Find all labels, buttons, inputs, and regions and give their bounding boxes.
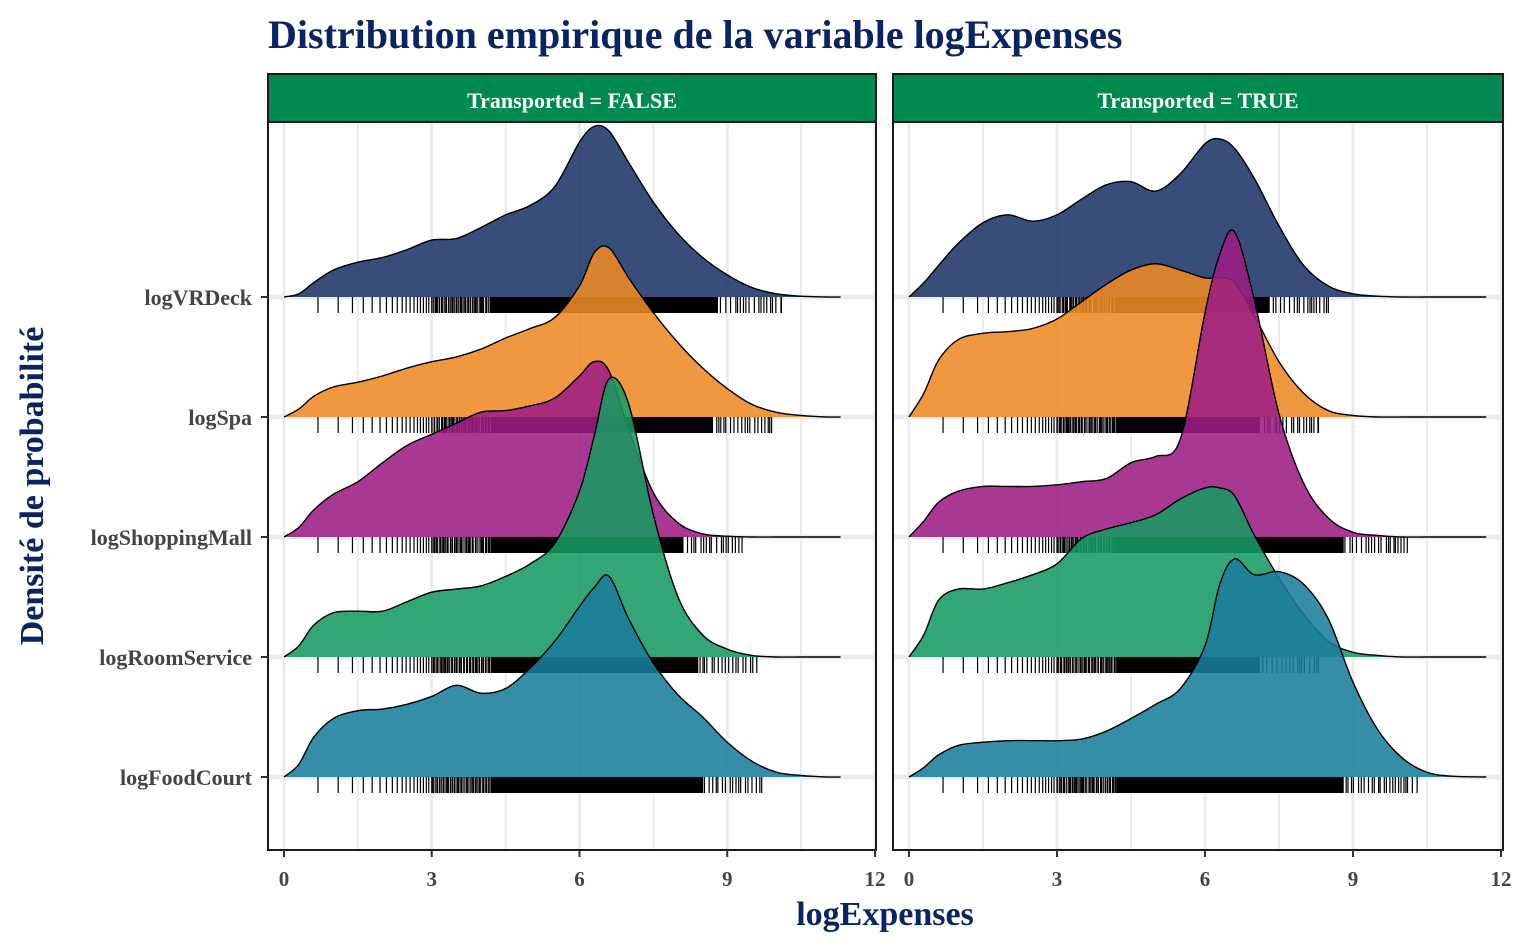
ridges-false — [283, 124, 841, 793]
density-line-logshoppingmall — [908, 229, 1487, 538]
density-area-logfoodcourt — [284, 574, 841, 778]
y-tick-label-logshoppingmall: logShoppingMall — [91, 525, 252, 550]
density-line-logroomservice — [908, 486, 1487, 658]
rug-logfoodcourt — [942, 777, 1418, 793]
x-axis-title: logExpenses — [796, 896, 974, 933]
density-line-logspa — [908, 263, 1487, 418]
strip-background-false — [267, 73, 877, 123]
x-tick-label: 0 — [279, 867, 290, 891]
x-axis-true: 0 3 6 9 12 — [904, 867, 1512, 891]
x-tick-label: 6 — [574, 867, 585, 891]
rug-ticks — [317, 777, 763, 793]
density-area-logvrdeck — [284, 125, 841, 298]
strip-label-true: Transported = TRUE — [1097, 88, 1298, 113]
x-tick-label: 3 — [427, 867, 438, 891]
x-tick-label: 6 — [1200, 867, 1211, 891]
panel-transported-true: Transported = TRUE 0 3 6 9 12 — [892, 73, 1512, 891]
x-tick-label: 0 — [904, 867, 915, 891]
x-tick-label: 12 — [1491, 867, 1512, 891]
density-line-logvrdeck — [908, 137, 1487, 298]
y-axis-ticks — [261, 296, 268, 778]
density-area-logfoodcourt — [909, 558, 1487, 777]
strip-label-false: Transported = FALSE — [467, 88, 677, 113]
rug-ticks — [317, 537, 743, 553]
panel-border-false — [267, 121, 877, 851]
chart-title: Distribution empirique de la variable lo… — [268, 12, 1123, 57]
y-tick-label-logroomservice: logRoomService — [99, 645, 252, 670]
y-tick-label-logspa: logSpa — [188, 405, 252, 430]
rug-logfoodcourt — [317, 777, 763, 793]
rug-ticks — [942, 777, 1418, 793]
density-area-logroomservice — [909, 486, 1487, 658]
density-line-logfoodcourt — [283, 574, 841, 778]
density-area-logshoppingmall — [284, 361, 841, 538]
density-line-logfoodcourt — [908, 558, 1487, 778]
x-axis-false: 0 3 6 9 12 — [279, 867, 886, 891]
density-area-logspa — [909, 263, 1487, 418]
rug-dense-band — [1116, 777, 1344, 793]
x-tick-label: 9 — [722, 867, 733, 891]
y-axis-title: Densité de probabilité — [14, 327, 51, 646]
rug-dense-band — [490, 777, 703, 793]
density-area-logspa — [284, 245, 841, 418]
x-tick-label: 3 — [1052, 867, 1063, 891]
ridges-true — [908, 137, 1487, 793]
density-area-logvrdeck — [909, 138, 1487, 298]
panel-border-true — [892, 121, 1504, 851]
rug-ticks — [317, 297, 783, 313]
density-area-logshoppingmall — [909, 230, 1487, 538]
density-line-logspa — [283, 245, 841, 418]
panel-transported-false: Transported = FALSE 0 3 6 9 12 — [267, 73, 886, 891]
x-tick-label: 12 — [865, 867, 886, 891]
strip-background-true — [892, 73, 1504, 123]
y-tick-label-logfoodcourt: logFoodCourt — [120, 765, 253, 790]
density-line-logvrdeck — [283, 124, 841, 298]
y-axis-category-labels: logVRDeck logSpa logShoppingMall logRoom… — [91, 285, 253, 790]
density-line-logroomservice — [283, 376, 841, 658]
density-line-logshoppingmall — [283, 360, 841, 538]
density-area-logroomservice — [284, 377, 841, 658]
y-tick-label-logvrdeck: logVRDeck — [144, 285, 252, 310]
rug-ticks — [317, 657, 758, 673]
x-tick-label: 9 — [1348, 867, 1359, 891]
